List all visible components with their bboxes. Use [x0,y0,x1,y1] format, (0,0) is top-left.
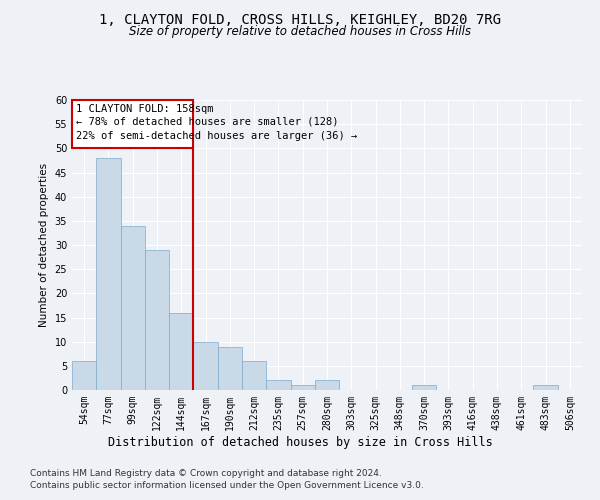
Text: ← 78% of detached houses are smaller (128): ← 78% of detached houses are smaller (12… [76,117,338,127]
Bar [193,342,218,390]
Text: Size of property relative to detached houses in Cross Hills: Size of property relative to detached ho… [129,25,471,38]
Bar [290,385,315,390]
Bar [121,226,145,390]
Y-axis label: Number of detached properties: Number of detached properties [39,163,49,327]
Bar [169,312,193,390]
Bar [315,380,339,390]
Text: Contains HM Land Registry data © Crown copyright and database right 2024.: Contains HM Land Registry data © Crown c… [30,468,382,477]
Bar [533,385,558,390]
Bar [96,158,121,390]
Bar [145,250,169,390]
Bar [72,361,96,390]
Bar [412,385,436,390]
Bar [266,380,290,390]
Text: 22% of semi-detached houses are larger (36) →: 22% of semi-detached houses are larger (… [76,132,357,141]
Bar [242,361,266,390]
Bar [218,346,242,390]
Text: 1 CLAYTON FOLD: 158sqm: 1 CLAYTON FOLD: 158sqm [76,104,213,114]
Text: Contains public sector information licensed under the Open Government Licence v3: Contains public sector information licen… [30,481,424,490]
Bar [72,100,193,148]
Text: 1, CLAYTON FOLD, CROSS HILLS, KEIGHLEY, BD20 7RG: 1, CLAYTON FOLD, CROSS HILLS, KEIGHLEY, … [99,12,501,26]
Text: Distribution of detached houses by size in Cross Hills: Distribution of detached houses by size … [107,436,493,449]
